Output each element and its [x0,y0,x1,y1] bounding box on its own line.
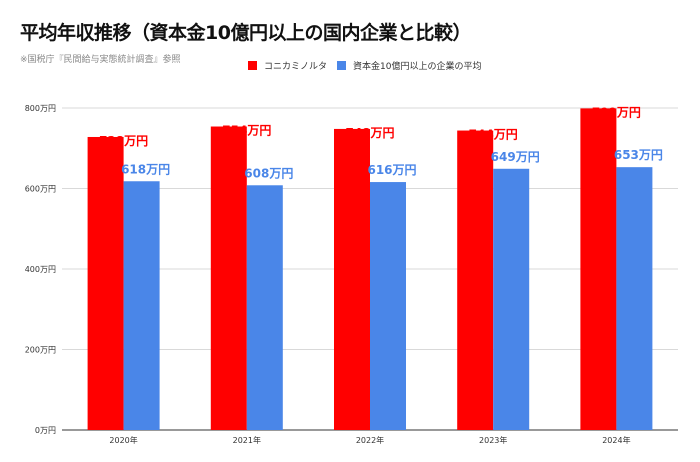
legend-item-series2: 資本金10億円以上の企業の平均 [337,59,481,72]
bar-series1 [457,130,494,431]
x-tick-label: 2021年 [233,435,261,445]
x-tick-label: 2020年 [109,435,137,445]
legend-label: コニカミノルタ [264,62,328,72]
bar-series2 [370,182,406,430]
data-label: 608万円 [244,166,293,180]
x-tick-label: 2023年 [479,435,507,445]
y-tick-label: 200万円 [25,346,56,355]
bar-series2 [493,168,530,430]
y-tick-label: 800万円 [25,104,56,113]
legend-label: 資本金10億円以上の企業の平均 [353,62,482,72]
legend-swatch-blue [337,61,346,70]
bar-series2 [616,167,653,431]
y-tick-label: 0万円 [35,426,56,435]
data-label: 799万円 [592,105,641,119]
bar-series1 [334,128,370,430]
y-tick-label: 600万円 [25,185,56,194]
data-label: 728万円 [99,134,148,148]
data-label: 649万円 [491,150,540,164]
bar-series1 [210,126,247,430]
data-label: 748万円 [345,126,394,140]
bar-series2 [246,185,283,430]
chart-title: 平均年収推移（資本金10億円以上の国内企業と比較） [20,22,471,44]
y-tick-label: 400万円 [25,265,56,274]
legend-item-series1: コニカミノルタ [248,59,327,72]
data-label: 653万円 [614,148,663,162]
bar-series1 [87,136,124,431]
bar-series2 [123,181,160,430]
data-label: 744万円 [469,128,518,142]
source-note: ※国税庁『民間給与実態統計調査』参照 [20,55,181,65]
data-label: 616万円 [367,163,416,177]
data-label: 754万円 [222,124,271,138]
data-label: 618万円 [121,162,170,176]
x-tick-label: 2022年 [356,435,384,445]
x-tick-label: 2024年 [602,435,630,445]
legend-swatch-red [248,61,257,70]
bar-series1 [580,108,617,430]
